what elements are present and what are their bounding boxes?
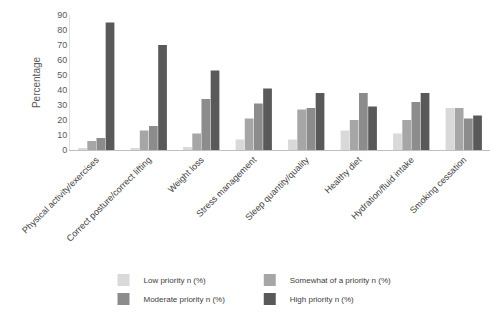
svg-text:80: 80 bbox=[57, 25, 67, 35]
svg-text:30: 30 bbox=[57, 100, 67, 110]
svg-text:High priority n (%): High priority n (%) bbox=[290, 295, 354, 304]
svg-text:Stress management: Stress management bbox=[194, 154, 258, 218]
svg-text:Moderate priority n (%): Moderate priority n (%) bbox=[144, 295, 226, 304]
svg-text:Physical activity/exercises: Physical activity/exercises bbox=[20, 154, 101, 235]
svg-text:Sleep quantity/quality: Sleep quantity/quality bbox=[243, 154, 311, 222]
svg-text:Smoking cessation: Smoking cessation bbox=[408, 155, 468, 215]
svg-text:90: 90 bbox=[57, 10, 67, 20]
svg-text:50: 50 bbox=[57, 70, 67, 80]
svg-text:70: 70 bbox=[57, 40, 67, 50]
svg-text:60: 60 bbox=[57, 55, 67, 65]
svg-text:20: 20 bbox=[57, 115, 67, 125]
svg-text:Healthy diet: Healthy diet bbox=[323, 154, 364, 195]
svg-text:Correct posture/correct liftin: Correct posture/correct lifting bbox=[65, 155, 154, 244]
svg-text:Hydration/fluid intake: Hydration/fluid intake bbox=[349, 155, 416, 222]
svg-text:10: 10 bbox=[57, 130, 67, 140]
svg-text:Somewhat of a priority n (%): Somewhat of a priority n (%) bbox=[290, 276, 391, 285]
svg-text:Low priority n (%): Low priority n (%) bbox=[144, 276, 207, 285]
svg-text:40: 40 bbox=[57, 85, 67, 95]
svg-text:Weight loss: Weight loss bbox=[166, 154, 206, 194]
svg-text:Percentage: Percentage bbox=[31, 56, 42, 108]
svg-text:0: 0 bbox=[62, 145, 67, 155]
